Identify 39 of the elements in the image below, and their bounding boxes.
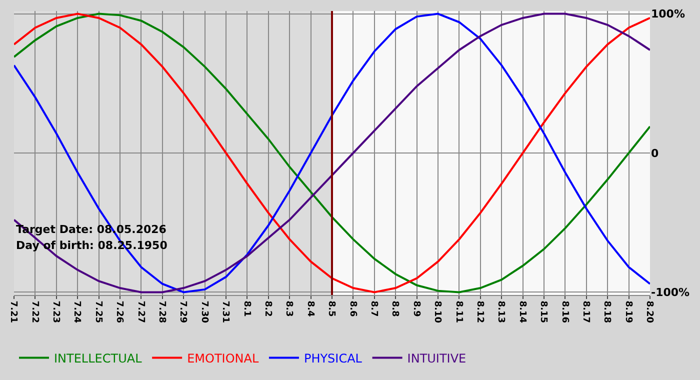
x-tick-label: 8.14: [516, 300, 527, 324]
x-tick-label: 8.4: [304, 300, 315, 317]
x-tick-label: 8.9: [410, 300, 421, 317]
x-tick-label: 8.18: [602, 300, 612, 324]
x-tick-label: 7.27: [135, 300, 146, 324]
y-tick-label: 0: [651, 146, 659, 160]
legend-label: INTUITIVE: [407, 351, 466, 366]
y-tick-label: 100%: [651, 8, 685, 21]
x-tick-label: 7.31: [220, 300, 230, 324]
x-tick-label: 8.8: [390, 300, 400, 317]
x-tick-label: 8.19: [622, 300, 633, 324]
x-tick-label: 8.10: [432, 300, 442, 324]
legend-label: EMOTIONAL: [187, 351, 259, 366]
x-tick-label: 8.3: [284, 300, 294, 317]
x-tick-label: 7.30: [198, 300, 209, 324]
y-tick-label: -100%: [651, 286, 690, 300]
x-tick-label: 8.1: [241, 300, 252, 317]
x-tick-label: 8.5: [326, 300, 336, 317]
x-tick-label: 7.21: [8, 300, 18, 324]
x-tick-label: 7.26: [114, 300, 124, 324]
legend-label: INTELLECTUAL: [54, 351, 142, 366]
x-tick-label: 8.12: [474, 300, 484, 324]
x-tick-label: 8.7: [368, 300, 378, 317]
x-tick-label: 7.22: [29, 300, 40, 324]
x-tick-label: 7.29: [178, 300, 188, 324]
x-tick-label: 8.17: [580, 300, 590, 324]
x-tick-label: 7.23: [50, 300, 60, 324]
legend-label: PHYSICAL: [304, 351, 362, 366]
x-tick-label: 8.6: [347, 300, 358, 317]
x-tick-label: 7.24: [72, 300, 82, 324]
x-tick-label: 7.28: [156, 300, 166, 324]
line-series: [14, 12, 650, 294]
x-tick-label: 7.25: [92, 300, 103, 324]
x-tick-label: 8.11: [453, 300, 464, 324]
x-tick-label: 8.2: [262, 300, 272, 317]
x-tick-label: 8.13: [496, 300, 506, 324]
x-tick-label: 8.15: [538, 300, 548, 324]
x-tick-label: 8.20: [644, 300, 654, 324]
x-tick-label: 8.16: [559, 300, 570, 324]
